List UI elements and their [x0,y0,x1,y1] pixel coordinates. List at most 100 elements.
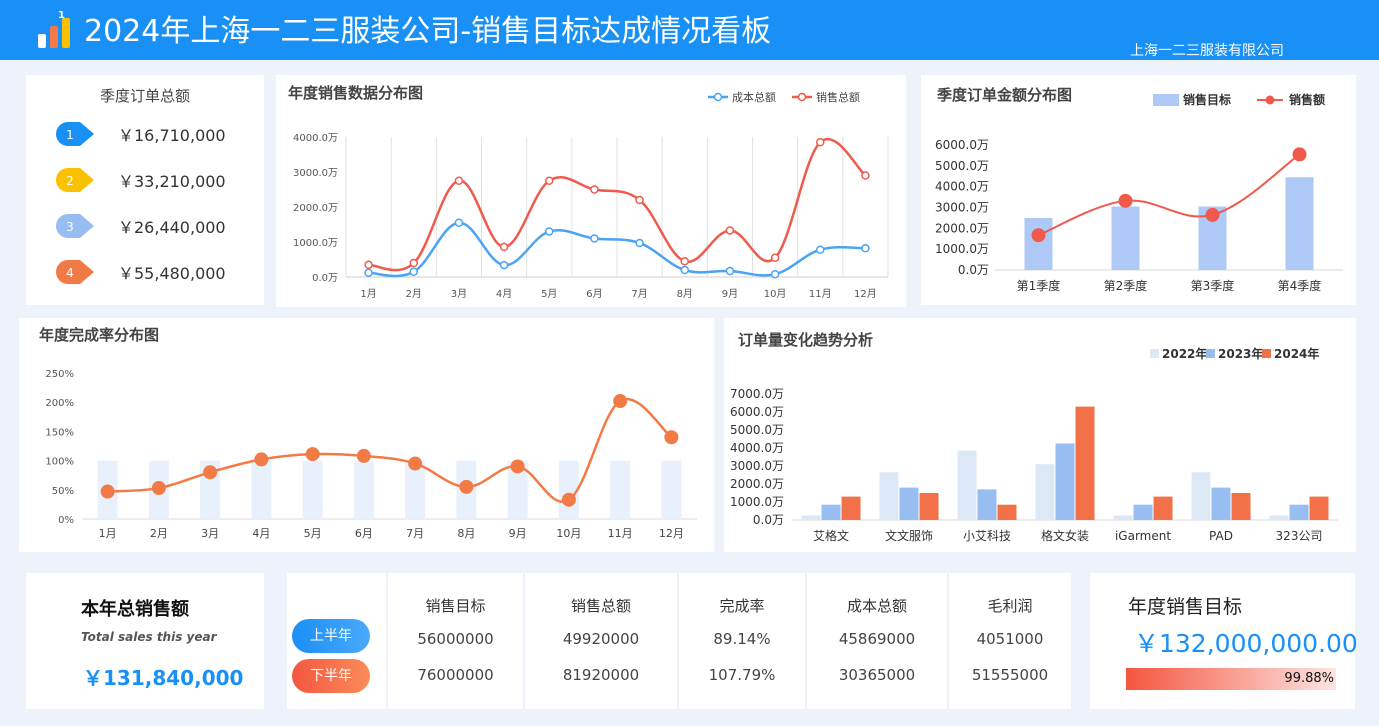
x-tick-label: iGarment [1115,529,1171,543]
y-tick-label: 2000.0万 [293,203,338,214]
svg-text:1: 1 [66,128,74,142]
order-bar [1309,496,1329,520]
x-tick-label: 第2季度 [1104,278,1148,293]
annual-target-panel: 年度销售目标 ￥132,000,000.00 99.88% [1090,573,1358,709]
chart-title: 订单量变化趋势分析 [738,331,874,349]
y-tick-label: 2000.0万 [935,221,989,235]
y-tick-label: 5000.0万 [730,423,784,437]
order-bar [1075,406,1095,520]
baseline-bar [405,460,426,519]
legend-swatch [1262,349,1271,358]
y-tick-label: 4000.0万 [935,180,989,194]
data-point [861,171,870,180]
quarter-total-row: 1 ￥16,710,000 [56,119,266,149]
x-tick-label: 11月 [809,288,832,300]
data-point [725,266,735,276]
table-cell: 107.79% [708,666,776,684]
sales-point [1031,228,1046,243]
order-bar [1289,504,1309,520]
table-header-rate: 完成率 [719,597,765,615]
y-tick-label: 4000.0万 [293,133,338,144]
data-point [499,242,509,252]
x-tick-label: 11月 [608,527,633,540]
summary-value: ￥131,840,000 [83,666,244,690]
order-bar [801,515,821,520]
order-bar [977,489,997,520]
data-point [816,245,825,254]
svg-text:4: 4 [66,266,74,280]
column-divider [947,573,949,709]
order-bar [1153,496,1173,520]
order-bar [1055,443,1075,520]
data-point [770,269,780,279]
x-tick-label: 小艾科技 [963,529,1011,543]
legend-label: 销售目标 [1183,92,1231,107]
baseline-bar [353,460,374,519]
x-tick-label: 8月 [677,288,693,300]
column-divider [523,573,525,709]
y-tick-label: 0.0万 [958,263,989,277]
completion-point [100,484,115,499]
data-point [545,227,554,236]
data-point [409,267,418,276]
table-header-profit: 毛利润 [987,597,1033,615]
quarter-total-row: 4 ￥55,480,000 [56,257,266,287]
summary-subtitle: Total sales this year [81,630,217,644]
data-point [590,234,599,243]
x-tick-label: 8月 [457,527,475,540]
svg-text:1: 1 [58,10,65,21]
quarter-total-value: ￥33,210,000 [118,172,226,191]
number-badge-icon: 4 [56,260,94,284]
data-point [635,238,644,248]
completion-point [356,448,371,463]
y-tick-label: 0% [58,515,74,526]
annual-target-value: ￥132,000,000.00 [1134,629,1358,658]
data-point [454,176,464,185]
data-point [861,244,870,253]
y-tick-label: 5000.0万 [935,159,989,173]
order-bar [841,496,861,520]
order-bar [919,493,939,520]
completion-point [664,430,679,445]
baseline-bar [558,460,579,519]
y-tick-label: 50% [52,486,74,497]
order-bar [957,450,977,520]
table-cell: 45869000 [838,630,916,648]
quarter-total-row: 3 ￥26,440,000 [56,211,266,241]
y-tick-label: 3000.0万 [935,201,989,215]
target-bar [1285,177,1314,270]
x-tick-label: 1月 [99,527,117,540]
first-half-pill: 上半年 [292,619,370,653]
x-tick-label: 323公司 [1276,529,1323,543]
table-cell: 4051000 [976,630,1044,648]
target-progress-fill [1126,668,1336,690]
quarter-totals-panel: 季度订单总额 1 ￥16,710,000 2 ￥33,210,000 3 ￥26… [26,75,264,305]
column-divider [805,573,807,709]
y-tick-label: 4000.0万 [730,441,784,455]
x-tick-label: 9月 [722,288,738,300]
quarterly-order-chart: 0.0万 1000.0万 2000.0万 3000.0万 4000.0万 5000.0万 6… [935,92,1343,293]
x-tick-label: 4月 [496,288,512,300]
completion-chart-panel: 年度完成率分布图 0% 50% 100% 150% 200% 250% 1月 2月 3月 4月 5月… [19,318,714,552]
baseline-bar [661,460,682,519]
number-badge-icon: 2 [56,168,94,192]
orders-chart-panel: 订单量变化趋势分析 0.0万 1000.0万 2000.0万 3000.0万 4000.… [724,318,1356,552]
page-title: 2024年上海一二三服装公司-销售目标达成情况看板 [84,14,772,49]
quarter-total-row: 2 ￥33,210,000 [56,165,266,195]
quarterly-chart-panel: 季度订单金额分布图 0.0万 1000.0万 2000.0万 3000.0万 4000.… [921,75,1356,305]
legend-label: 2022年 [1162,346,1207,361]
x-tick-label: 12月 [659,527,684,540]
order-bar [1269,515,1289,520]
legend-label: 销售额 [1289,92,1325,107]
company-name: 上海一二三服装有限公司 [1130,43,1284,59]
x-tick-label: 第3季度 [1191,278,1235,293]
completion-point [305,447,320,462]
second-half-pill: 下半年 [292,659,370,693]
legend-swatch [1153,94,1179,106]
x-tick-label: 文文服饰 [885,528,933,543]
y-tick-label: 3000.0万 [730,459,784,473]
table-header-sales: 销售总额 [570,597,631,615]
y-tick-label: 0.0万 [753,513,784,527]
order-bar [899,487,919,520]
data-point [680,257,689,266]
